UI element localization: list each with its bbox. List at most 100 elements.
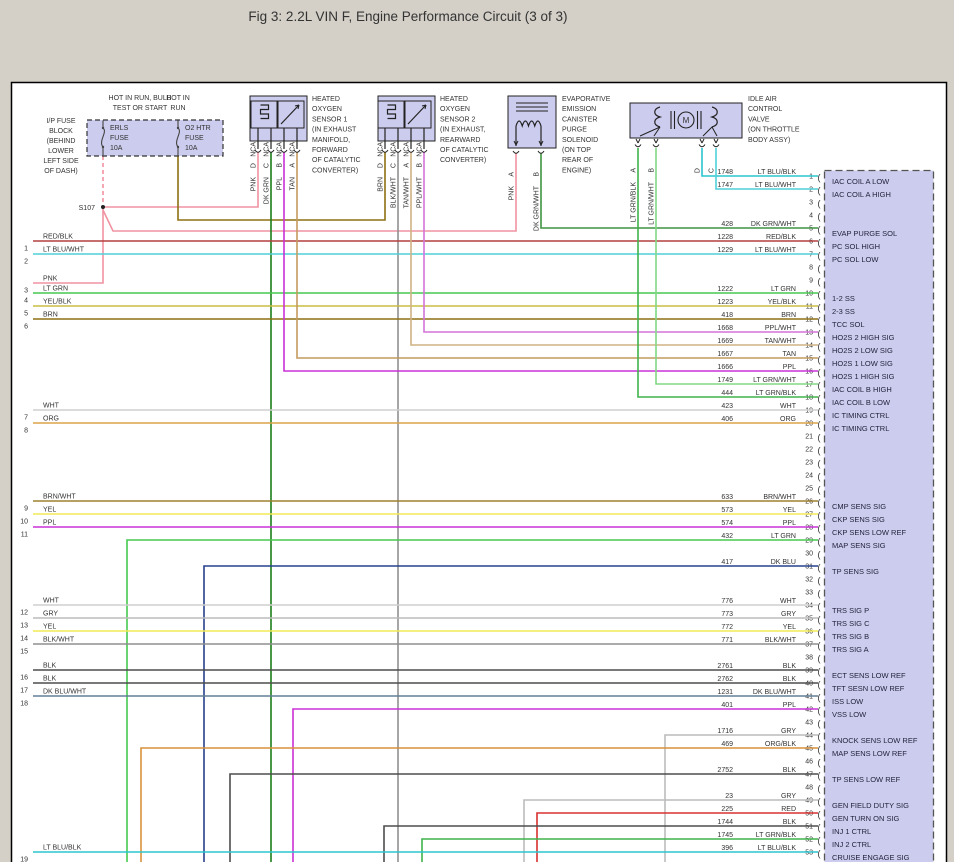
pin-nca-label: NCA [404, 142, 411, 157]
coil-arrow [639, 126, 661, 137]
pin-number: 50 [805, 811, 813, 818]
arrowhead-icon [637, 138, 641, 144]
left-row-color: RED/BLK [43, 234, 73, 241]
pin-letter: C [391, 163, 398, 168]
wire-color: LT BLU/WHT [755, 247, 797, 254]
pin-bracket: ( [818, 615, 821, 625]
coil-arrow [702, 126, 713, 137]
wire-color: RED/BLK [766, 234, 796, 241]
left-row-color: BRN [43, 312, 58, 319]
pin-nca-label: NCA [391, 142, 398, 157]
ho2s2-cell [377, 100, 406, 129]
pin-number: 38 [805, 655, 813, 662]
coil-icon [654, 106, 663, 128]
pin-function-label: HO2S 2 HIGH SIG [832, 333, 895, 342]
pin-bracket: ( [818, 836, 821, 846]
fuse-block-location: I/P FUSE [46, 118, 75, 125]
pin-number: 51 [805, 824, 813, 831]
fuse-name: FUSE [185, 135, 204, 142]
iac-description: VALVE [748, 116, 770, 123]
wire-number: 771 [721, 637, 733, 644]
left-row-number: 4 [24, 298, 28, 305]
fuse-header: HOT IN RUN, BULB [109, 95, 172, 102]
coil-icon [709, 106, 718, 128]
wire-color: DK BLU [771, 559, 796, 566]
wire-number: 444 [721, 390, 733, 397]
wire-color: LT BLU/WHT [755, 182, 797, 189]
pin-bracket: ( [818, 823, 821, 833]
pin-number: 37 [805, 642, 813, 649]
pin-function-label: TFT SESN LOW REF [832, 684, 905, 693]
pin-bracket: ( [818, 771, 821, 781]
wire-pin-49 [523, 799, 818, 862]
pin-bracket: ( [818, 602, 821, 612]
connector-break-icon [420, 149, 428, 153]
pin-number: 29 [805, 538, 813, 545]
connector-break-icon [280, 149, 288, 153]
evap-description: ENGINE) [562, 167, 591, 174]
pin-number: 21 [805, 434, 813, 441]
pin-function-label: TRS SIG B [832, 632, 869, 641]
pin-bracket: ( [818, 225, 821, 235]
pin-wire-color: TAN [290, 177, 297, 190]
left-row-color: PNK [43, 276, 58, 283]
connector-break-icon [254, 149, 262, 153]
pin-wire-color: BLK/WHT [391, 176, 398, 208]
pin-function-label: TP SENS LOW REF [832, 775, 901, 784]
heater-icon [259, 104, 270, 120]
coil-icon [515, 120, 542, 129]
pin-nca-label: NCA [290, 142, 297, 157]
pin-number: 1 [809, 174, 813, 181]
pin-function-label: HO2S 2 LOW SIG [832, 346, 893, 355]
left-row-color: YEL [43, 507, 56, 514]
wire-pin-15 [296, 152, 818, 359]
pin-function-label: KNOCK SENS LOW REF [832, 736, 918, 745]
pin-wire-color: BRN [378, 177, 385, 192]
variable-resistor-arrow-icon [280, 104, 300, 125]
wire-color: PPL [783, 520, 796, 527]
pin-number: 17 [805, 382, 813, 389]
pin-bracket: ( [818, 199, 821, 209]
pin-number: 41 [805, 694, 813, 701]
wire-color: ORG [780, 416, 796, 423]
wire-pin-44 [664, 734, 818, 862]
pin-letter: C [709, 168, 716, 173]
fuse-name: O2 HTR [185, 125, 211, 132]
wire-number: 418 [721, 312, 733, 319]
pin-bracket: ( [818, 420, 821, 430]
pin-number: 46 [805, 759, 813, 766]
pin-letter: B [277, 163, 284, 168]
pin-function-label: CMP SENS SIG [832, 502, 886, 511]
pin-number: 53 [805, 850, 813, 857]
arrowhead-icon [294, 104, 300, 107]
wire-number: 1747 [717, 182, 733, 189]
wire-number: 225 [721, 806, 733, 813]
ho2s2-description: OXYGEN [440, 106, 470, 113]
pin-function-label: MAP SENS LOW REF [832, 749, 907, 758]
wire-number: 773 [721, 611, 733, 618]
pin-bracket: ( [818, 797, 821, 807]
wire-pin-5 [540, 153, 818, 229]
wire-color: LT GRN [771, 286, 796, 293]
pin-function-label: GEN FIELD DUTY SIG [832, 801, 909, 810]
pin-number: 43 [805, 720, 813, 727]
pin-number: 25 [805, 486, 813, 493]
wire-color: PPL [783, 364, 796, 371]
pin-letter: A [290, 163, 297, 168]
wire-color: RED [781, 806, 796, 813]
pin-bracket: ( [818, 342, 821, 352]
fuse-header: HOT IN [166, 95, 190, 102]
wire-number: 428 [721, 221, 733, 228]
wire-color: GRY [781, 728, 796, 735]
pin-letter: A [509, 172, 516, 177]
pin-number: 20 [805, 421, 813, 428]
pin-letter: B [534, 172, 541, 177]
wire-color: PPL/WHT [765, 325, 797, 332]
pin-number: 34 [805, 603, 813, 610]
motor-circle-icon [677, 111, 695, 129]
wire-number: 573 [721, 507, 733, 514]
pin-function-label: VSS LOW [832, 710, 867, 719]
connector-break-icon [634, 144, 642, 148]
arrowhead-icon [515, 140, 519, 146]
pin-number: 12 [805, 317, 813, 324]
